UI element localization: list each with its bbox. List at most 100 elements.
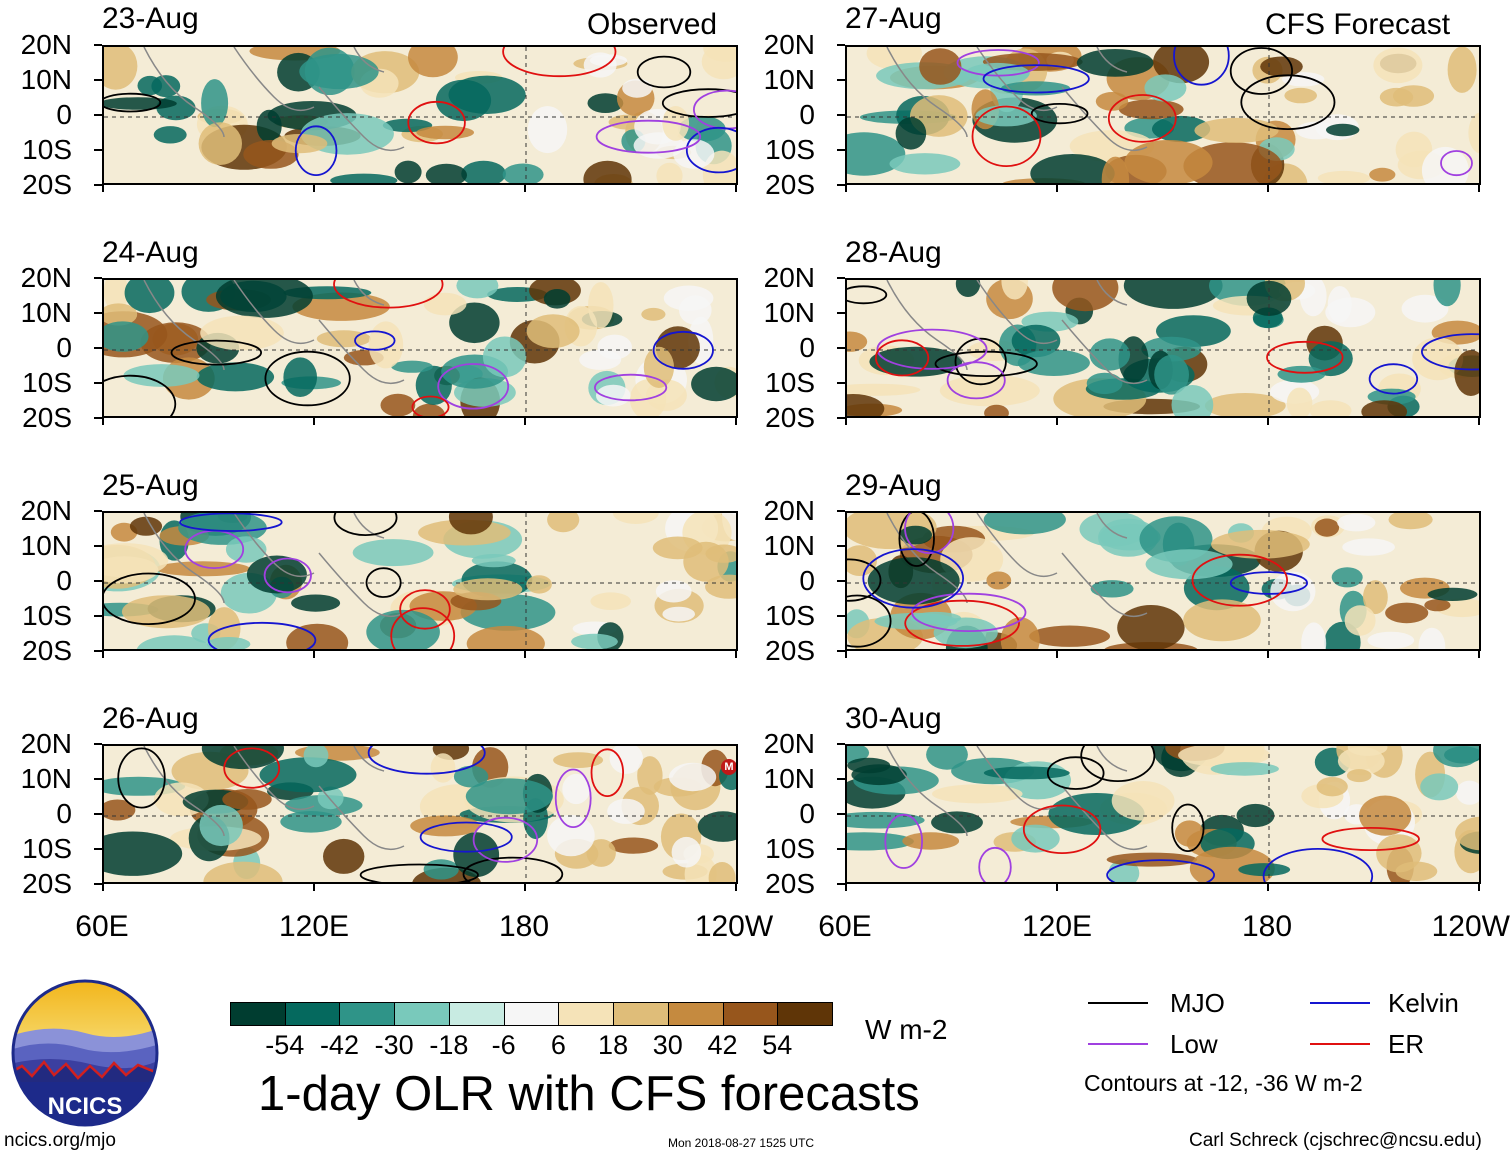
lat-tick (837, 848, 845, 850)
lon-label: 120W (694, 910, 774, 943)
map-panel-observed-1[interactable] (102, 45, 738, 185)
colorbar-swatch (667, 1002, 724, 1026)
lat-label: 20N (763, 728, 815, 759)
lon-tick (735, 884, 737, 891)
logo-text: NCICS (48, 1093, 123, 1120)
lon-tick (1267, 651, 1269, 658)
lon-tick (845, 418, 847, 425)
colorbar-unit: W m-2 (865, 1014, 948, 1045)
colorbar-swatch (448, 1002, 505, 1026)
lat-tick (94, 650, 102, 652)
lat-label: 20S (765, 868, 815, 899)
lat-tick (837, 580, 845, 582)
lat-tick (837, 184, 845, 186)
lat-tick (837, 347, 845, 349)
lat-label: 20N (20, 262, 72, 293)
lon-tick (524, 418, 526, 425)
lat-label: 0 (56, 565, 72, 596)
map-panel-forecast-3[interactable] (845, 511, 1481, 651)
panel-date-label: 27-Aug (845, 2, 942, 35)
lat-tick (837, 883, 845, 885)
lat-tick (94, 883, 102, 885)
lon-tick (735, 651, 737, 658)
panel-date-label: 26-Aug (102, 702, 199, 735)
lat-label: 20N (20, 728, 72, 759)
lat-label: 10S (22, 367, 72, 398)
lat-tick (837, 813, 845, 815)
lat-tick (837, 650, 845, 652)
lat-label: 20N (20, 495, 72, 526)
lat-label: 10N (763, 530, 815, 561)
lat-label: 10N (20, 64, 72, 95)
panel-date-label: 23-Aug (102, 2, 199, 35)
colorbar-swatch (394, 1002, 450, 1026)
lat-label: 20N (763, 262, 815, 293)
lat-tick (94, 44, 102, 46)
legend-line-low (1088, 1043, 1148, 1045)
lat-tick (94, 778, 102, 780)
lat-tick (94, 79, 102, 81)
colorbar-swatch (284, 1002, 341, 1026)
website-link[interactable]: ncics.org/mjo (4, 1130, 116, 1151)
lon-tick (102, 418, 104, 425)
map-panel-observed-3[interactable] (102, 511, 738, 651)
lon-label: 180 (498, 910, 550, 943)
lon-tick (1056, 418, 1058, 425)
lon-tick (313, 884, 315, 891)
map-panel-observed-4[interactable]: M (102, 744, 738, 884)
lat-label: 20N (763, 29, 815, 60)
lat-label: 20S (765, 169, 815, 200)
lat-label: 10S (765, 600, 815, 631)
map-panel-forecast-1[interactable] (845, 45, 1481, 185)
legend-label-kelvin: Kelvin (1388, 988, 1459, 1018)
lat-label: 20S (22, 402, 72, 433)
map-panel-forecast-4[interactable] (845, 744, 1481, 884)
lat-tick (94, 149, 102, 151)
colorbar-swatch (777, 1002, 833, 1026)
lat-label: 0 (799, 99, 815, 130)
lat-tick (94, 312, 102, 314)
lat-label: 10N (763, 763, 815, 794)
timestamp: Mon 2018-08-27 1525 UTC (668, 1136, 815, 1150)
colorbar-swatch (503, 1002, 560, 1026)
lon-label: 180 (1241, 910, 1293, 943)
colorbar-swatch (230, 1002, 286, 1026)
observed-title: Observed (587, 8, 718, 41)
contour-note: Contours at -12, -36 W m-2 (1084, 1070, 1363, 1096)
colorbar-label: -54 (265, 1030, 305, 1060)
lon-tick (1478, 185, 1480, 192)
lon-tick (735, 185, 737, 192)
map-panel-forecast-2[interactable] (845, 278, 1481, 418)
colorbar-swatch (339, 1002, 396, 1026)
lat-label: 10N (763, 64, 815, 95)
lon-tick (102, 651, 104, 658)
lon-tick (1478, 418, 1480, 425)
lon-tick (1267, 185, 1269, 192)
lat-tick (94, 184, 102, 186)
lon-tick (1056, 884, 1058, 891)
panel-date-label: 24-Aug (102, 236, 199, 269)
lat-tick (94, 813, 102, 815)
lon-tick (313, 418, 315, 425)
ncics-logo[interactable]: NCICS (10, 978, 160, 1128)
lat-tick (94, 347, 102, 349)
map-panel-observed-2[interactable] (102, 278, 738, 418)
panel-date-label: 25-Aug (102, 469, 199, 502)
lat-label: 0 (56, 798, 72, 829)
lat-label: 10S (22, 134, 72, 165)
lat-label: 20S (22, 169, 72, 200)
lon-tick (1267, 418, 1269, 425)
lat-tick (837, 510, 845, 512)
legend-label-low: Low (1170, 1029, 1218, 1059)
colorbar-label: -18 (429, 1030, 469, 1060)
lat-label: 20S (765, 635, 815, 666)
colorbar-swatch (558, 1002, 615, 1026)
lat-tick (837, 615, 845, 617)
lat-tick (837, 545, 845, 547)
lat-tick (94, 580, 102, 582)
lat-tick (837, 743, 845, 745)
lat-tick (94, 277, 102, 279)
lon-label: 60E (75, 910, 129, 943)
lon-tick (845, 651, 847, 658)
lon-label: 120E (278, 910, 350, 943)
